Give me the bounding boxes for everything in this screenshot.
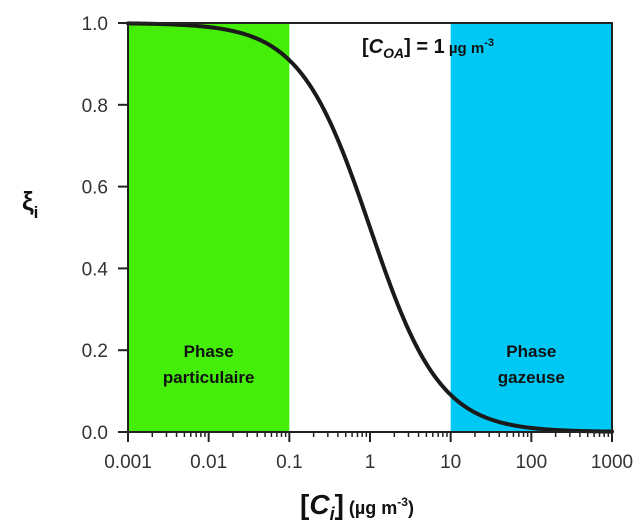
x-tick-label-4: 10 (440, 452, 461, 473)
region-1-label-1: gazeuse (498, 368, 565, 387)
x-axis: 0.001 0.01 0.1 1 10 100 1000 (104, 432, 633, 473)
y-axis-title: ξi (22, 186, 38, 222)
c-oa-annotation: [COA] = 1 µg m-3 (362, 36, 494, 61)
region-0-label-1: particulaire (163, 368, 255, 387)
x-tick-label-3: 1 (365, 452, 376, 473)
y-tick-label-5: 1.0 (82, 14, 108, 35)
x-tick-label-1: 0.01 (190, 452, 227, 473)
y-tick-label-2: 0.4 (82, 259, 109, 280)
y-tick-label-0: 0.0 (82, 423, 108, 444)
region-1 (450, 23, 612, 432)
partition-curve (126, 21, 614, 434)
y-axis: 0.0 0.2 0.4 0.6 0.8 1.0 (82, 14, 128, 444)
y-tick-label-4: 0.8 (82, 96, 108, 117)
y-tick-label-3: 0.6 (82, 178, 108, 199)
x-tick-label-5: 100 (515, 452, 547, 473)
y-tick-label-1: 0.2 (82, 341, 108, 362)
region-1-label-0: Phase (506, 342, 556, 361)
region-0 (128, 23, 290, 432)
x-tick-label-0: 0.001 (104, 452, 152, 473)
region-labels: Phase particulaire Phase gazeuse (163, 342, 565, 387)
x-tick-label-2: 0.1 (276, 452, 302, 473)
phase-regions (128, 23, 612, 432)
x-axis-title: [Ci] (µg m-3) (300, 489, 414, 524)
x-tick-label-6: 1000 (591, 452, 633, 473)
region-0-label-0: Phase (184, 342, 234, 361)
